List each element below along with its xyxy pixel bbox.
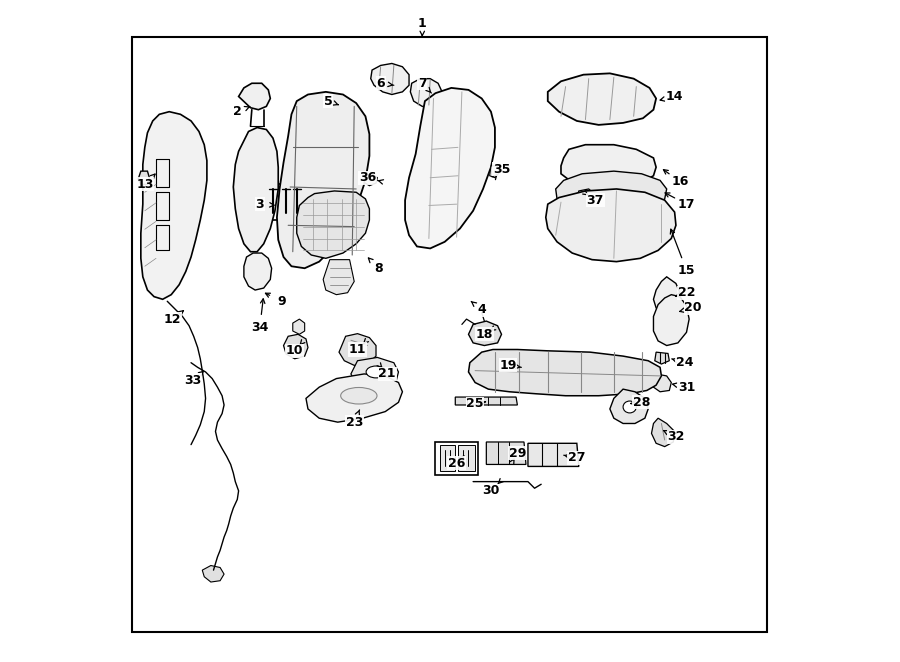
Polygon shape <box>306 374 402 422</box>
Ellipse shape <box>341 387 377 404</box>
Text: 18: 18 <box>476 328 493 341</box>
Text: 2: 2 <box>233 105 242 118</box>
Polygon shape <box>351 357 399 389</box>
Polygon shape <box>440 445 455 471</box>
Polygon shape <box>490 166 500 177</box>
Polygon shape <box>653 295 689 346</box>
Text: 25: 25 <box>466 397 484 410</box>
Text: 28: 28 <box>633 396 651 409</box>
Polygon shape <box>469 321 501 346</box>
Polygon shape <box>653 277 680 312</box>
Text: 27: 27 <box>568 451 586 464</box>
Text: 16: 16 <box>671 175 688 188</box>
Text: 1: 1 <box>418 17 427 30</box>
Text: 9: 9 <box>277 295 286 308</box>
Text: 20: 20 <box>684 301 702 314</box>
Text: 8: 8 <box>374 261 383 275</box>
Text: 3: 3 <box>256 198 264 211</box>
Text: 33: 33 <box>184 374 201 387</box>
Polygon shape <box>371 64 409 95</box>
Polygon shape <box>545 189 676 261</box>
Polygon shape <box>486 442 526 465</box>
Ellipse shape <box>366 366 386 378</box>
Polygon shape <box>292 319 305 334</box>
Text: 26: 26 <box>448 457 465 469</box>
Text: 31: 31 <box>678 381 695 394</box>
Polygon shape <box>561 145 656 187</box>
Polygon shape <box>577 189 594 202</box>
Text: 14: 14 <box>666 90 683 103</box>
Text: 36: 36 <box>359 171 376 184</box>
Text: 32: 32 <box>667 430 685 443</box>
Polygon shape <box>277 92 369 268</box>
Text: 12: 12 <box>164 312 181 326</box>
Polygon shape <box>339 334 376 365</box>
Polygon shape <box>202 565 224 582</box>
Text: 17: 17 <box>678 198 695 211</box>
Text: 13: 13 <box>136 178 154 191</box>
Text: 24: 24 <box>676 356 693 369</box>
Polygon shape <box>555 171 667 213</box>
Text: 6: 6 <box>376 77 385 90</box>
Text: 7: 7 <box>418 77 427 90</box>
Polygon shape <box>233 128 278 252</box>
Ellipse shape <box>623 401 636 413</box>
Polygon shape <box>364 173 377 185</box>
Polygon shape <box>258 184 306 220</box>
Polygon shape <box>139 171 149 184</box>
Polygon shape <box>284 334 308 359</box>
Polygon shape <box>548 73 656 125</box>
Text: 4: 4 <box>477 303 486 316</box>
Polygon shape <box>458 445 475 471</box>
Text: 30: 30 <box>482 485 500 497</box>
Polygon shape <box>244 253 272 290</box>
Text: 11: 11 <box>349 343 366 356</box>
Text: 5: 5 <box>324 95 333 108</box>
Polygon shape <box>653 374 671 392</box>
Text: 37: 37 <box>587 194 604 207</box>
Polygon shape <box>410 79 442 107</box>
Text: 21: 21 <box>379 367 396 381</box>
Text: 19: 19 <box>500 359 517 372</box>
Polygon shape <box>323 260 355 295</box>
Text: 15: 15 <box>678 263 695 277</box>
Polygon shape <box>469 350 662 396</box>
Polygon shape <box>405 88 495 248</box>
Text: 35: 35 <box>493 163 510 175</box>
Polygon shape <box>652 418 675 447</box>
Polygon shape <box>528 444 579 467</box>
Polygon shape <box>140 112 207 299</box>
Text: 29: 29 <box>508 447 526 459</box>
Polygon shape <box>297 191 369 258</box>
Polygon shape <box>238 83 270 110</box>
Polygon shape <box>655 352 670 364</box>
Polygon shape <box>455 397 517 405</box>
Text: 10: 10 <box>286 344 303 357</box>
Text: 23: 23 <box>346 416 363 429</box>
Polygon shape <box>610 389 648 424</box>
Polygon shape <box>436 442 478 475</box>
Text: 34: 34 <box>251 321 268 334</box>
Text: 22: 22 <box>678 286 695 299</box>
